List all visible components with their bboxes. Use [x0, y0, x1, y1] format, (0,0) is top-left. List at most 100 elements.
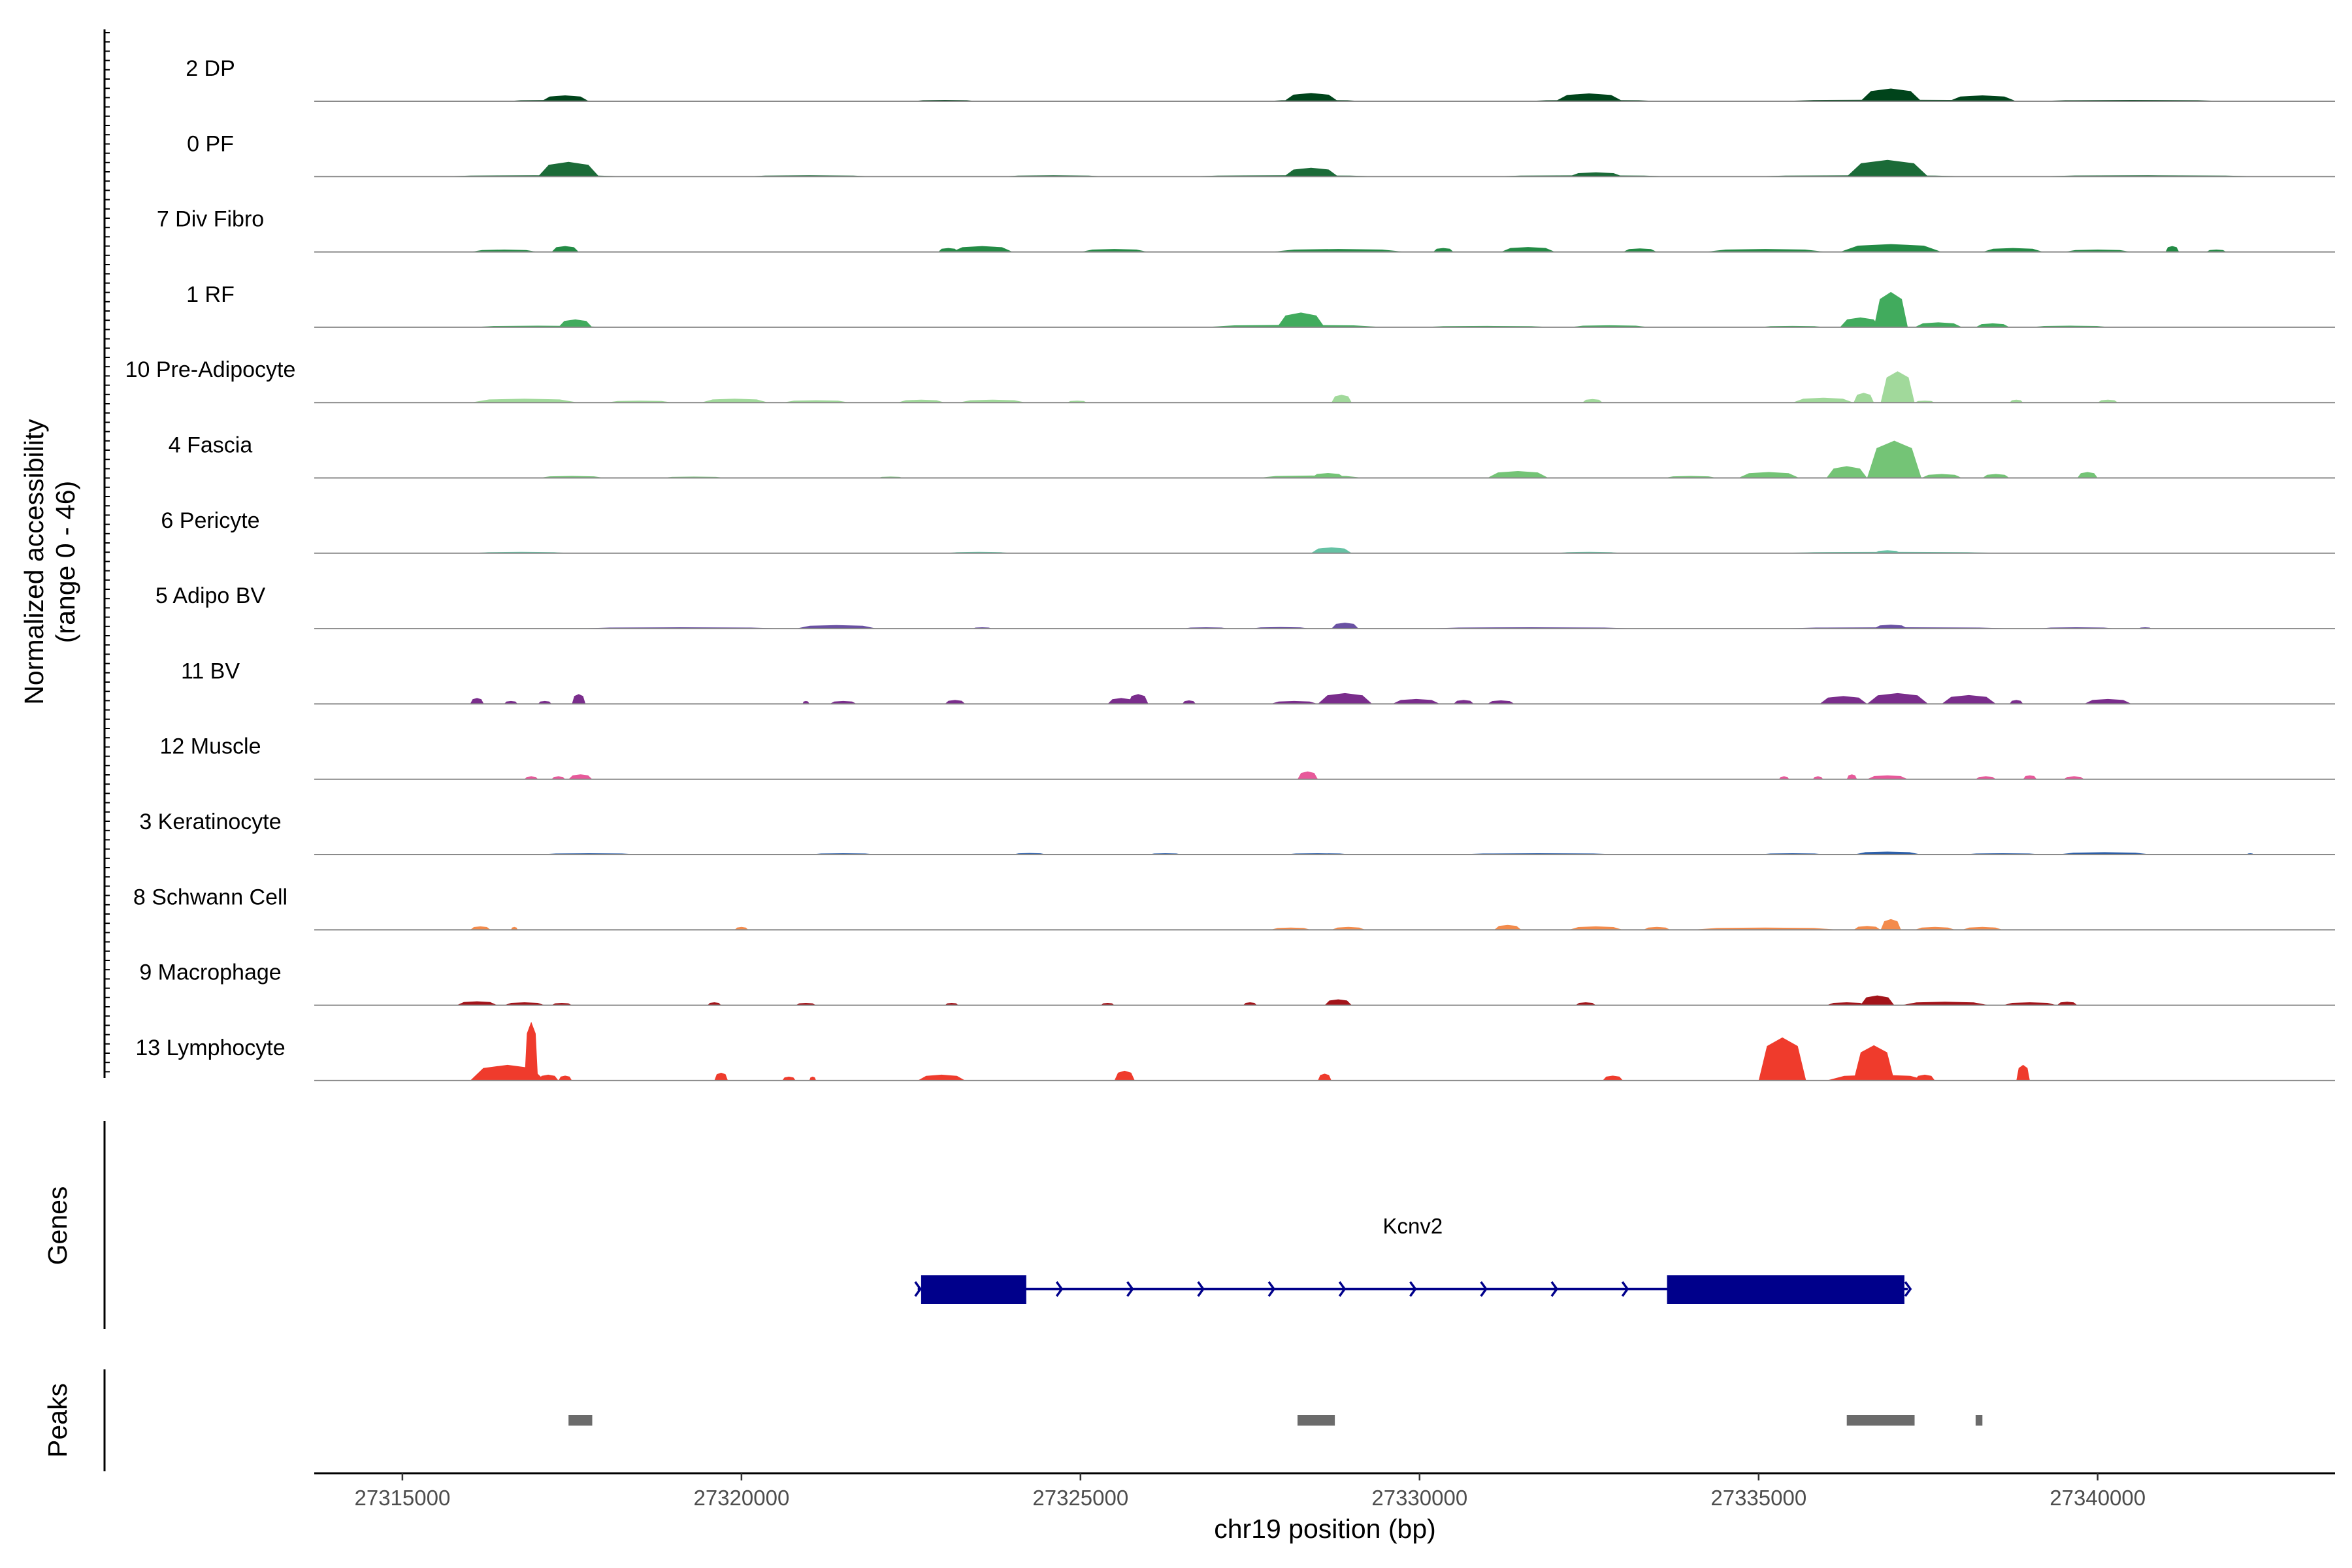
coverage-tracks: 2 DP 0 PF 7 Div Fibro 1 RF 10 Pre-Adipocyte 4… [125, 56, 2335, 1081]
coverage-peak [1643, 926, 1671, 930]
coverage-peak [1942, 694, 1996, 704]
coverage-peak [1778, 776, 1789, 779]
x-tick-label: 27340000 [2050, 1486, 2146, 1510]
coverage-peak [1277, 312, 1325, 327]
coverage-peak [1569, 172, 1624, 177]
coverage-peak [1840, 317, 1881, 327]
coverage-peak [470, 698, 484, 704]
coverage-peak [2002, 1002, 2057, 1005]
coverage-peak [1758, 1037, 1806, 1081]
peak-region [1298, 1415, 1335, 1426]
coverage-peak [538, 1074, 559, 1081]
coverage-peak [809, 1076, 817, 1081]
track-10: 12 Muscle [160, 734, 2335, 780]
coverage-peak [1107, 698, 1135, 704]
coverage-peak [1392, 698, 1440, 704]
coverage-peak [1603, 1075, 1624, 1081]
coverage-peak [2097, 399, 2118, 403]
track-label: 10 Pre-Adipocyte [125, 357, 296, 382]
coverage-peak [917, 1074, 966, 1081]
strand-arrow [1621, 1281, 1629, 1298]
coverage-peak [1880, 919, 1901, 930]
coverage-peak [541, 95, 589, 101]
x-tick-label: 27315000 [354, 1486, 450, 1510]
coverage-peak [538, 161, 599, 177]
coverage-peak [1487, 471, 1548, 478]
peak-region [1975, 1415, 1983, 1426]
coverage-peak [708, 1002, 721, 1005]
track-4: 1 RF [186, 282, 2335, 328]
track-8: 5 Adipo BV [155, 583, 2335, 630]
coverage-peak [2084, 698, 2132, 704]
coverage-peak [2057, 1002, 2078, 1005]
coverage-peak [2023, 775, 2037, 779]
coverage-peak [1298, 771, 1318, 779]
coverage-peak [1982, 474, 2010, 478]
coverage-peak [782, 1076, 796, 1081]
coverage-peak [1792, 397, 1854, 403]
coverage-peak [945, 700, 966, 704]
coverage-peak [951, 246, 1013, 252]
peak-region [568, 1415, 593, 1426]
track-14: 13 Lymphocyte [135, 1021, 2335, 1081]
strand-arrow [1480, 1281, 1488, 1298]
track-7: 6 Pericyte [161, 508, 2335, 554]
coverage-peak [1331, 395, 1352, 403]
coverage-peak [1914, 322, 1963, 327]
coverage-peak [1860, 995, 1895, 1005]
track-6: 4 Fascia [169, 433, 2335, 479]
coverage-peak [1318, 693, 1373, 704]
coverage-peak [1494, 924, 1522, 930]
coverage-peak [1914, 926, 1955, 930]
coverage-peak [1826, 1074, 1929, 1081]
coverage-peak [1820, 696, 1867, 704]
coverage-peak [897, 399, 945, 403]
gene-name-label: Kcnv2 [1383, 1214, 1443, 1238]
coverage-peak [1860, 88, 1921, 101]
coverage-peak [1826, 1002, 1867, 1005]
coverage-peak [1433, 248, 1454, 252]
peak-region [1846, 1415, 1915, 1426]
coverage-peak [1975, 776, 1996, 779]
coverage-peak [2016, 1064, 2030, 1081]
coverage-peak [1874, 550, 1901, 553]
coverage-peak [568, 774, 593, 779]
coverage-peak [1867, 693, 1929, 704]
coverage-peak [1854, 1045, 1895, 1081]
strand-arrow [1267, 1281, 1276, 1298]
genes-track-label: Genes [42, 1186, 73, 1266]
coverage-peak [551, 246, 579, 252]
track-label: 6 Pericyte [161, 508, 259, 533]
strand-arrow [1197, 1281, 1205, 1298]
coverage-y-ticks [105, 32, 110, 1073]
x-tick-label: 27335000 [1710, 1486, 1806, 1510]
coverage-peak [1874, 625, 1908, 629]
coverage-peak [1854, 393, 1874, 403]
coverage-peak [1738, 472, 1799, 478]
coverage-peak [1575, 1002, 1596, 1005]
coverage-peak [2009, 700, 2023, 704]
strand-arrow [914, 1281, 922, 1298]
coverage-peak [558, 319, 593, 327]
track-label: 2 DP [186, 56, 235, 81]
coverage-peak [1569, 926, 1624, 930]
coverage-peak [958, 399, 1026, 403]
coverage-peak [538, 700, 552, 704]
coverage-peak [1975, 323, 2010, 327]
coverage-peak [1284, 93, 1339, 101]
track-label: 8 Schwann Cell [133, 885, 287, 909]
coverage-peak [1840, 244, 1942, 252]
coverage-peak [1812, 776, 1823, 779]
strand-arrow [1055, 1281, 1064, 1298]
coverage-peak [504, 1002, 545, 1005]
coverage-peak [829, 700, 857, 704]
coverage-peak [714, 1072, 728, 1081]
coverage-peak [700, 399, 769, 403]
coverage-peak [1501, 247, 1556, 252]
gene-exon [921, 1275, 1026, 1304]
peaks-track-label: Peaks [42, 1383, 73, 1458]
track-11: 3 Keratinocyte [139, 809, 2335, 855]
coverage-peak [1921, 474, 1963, 478]
strand-arrow [1550, 1281, 1559, 1298]
